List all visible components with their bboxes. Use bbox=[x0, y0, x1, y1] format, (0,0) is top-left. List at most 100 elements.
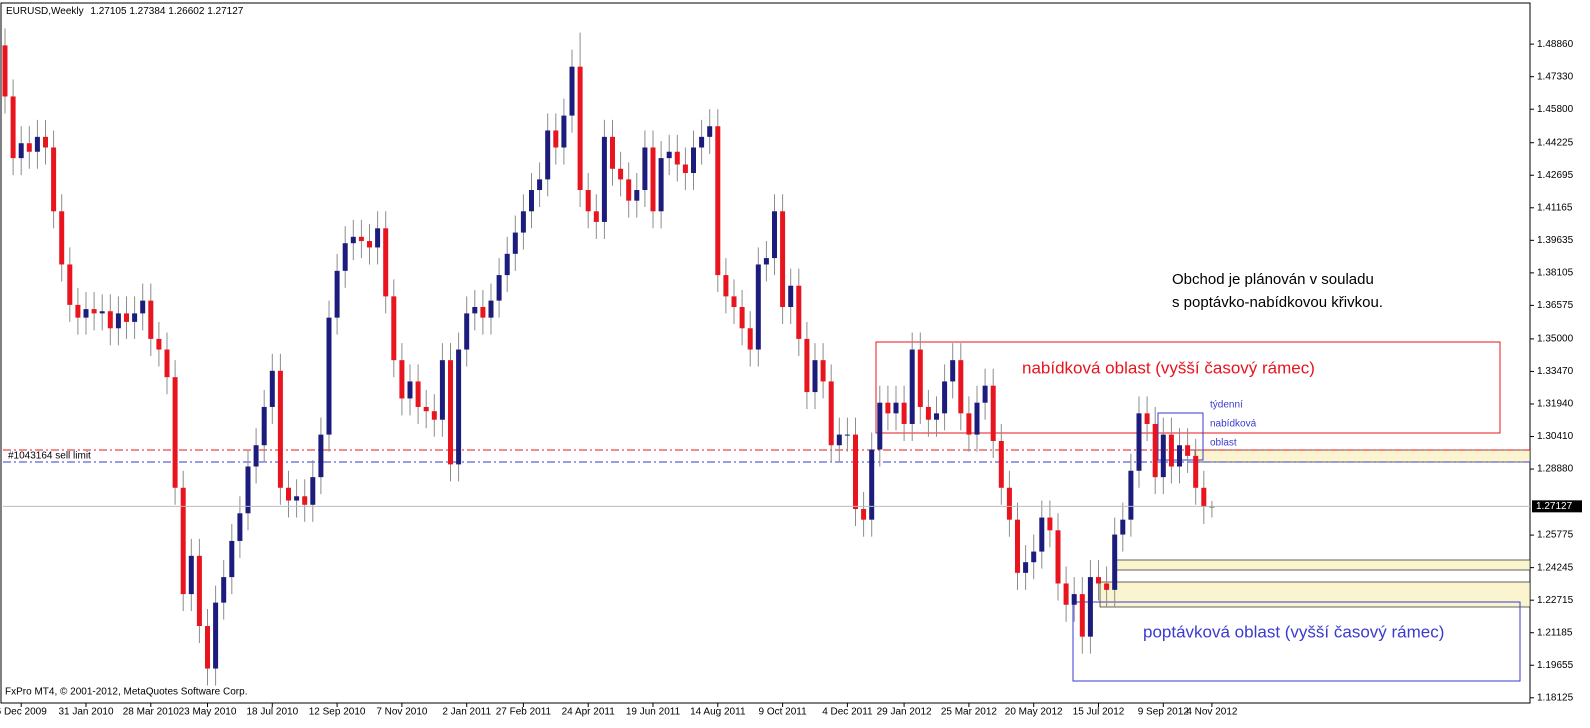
demand-zone-lower bbox=[1099, 581, 1531, 608]
demand-zone-label: poptávková oblast (vyšší časový rámec) bbox=[1143, 622, 1444, 641]
candle-body bbox=[1193, 455, 1199, 488]
candle-body bbox=[707, 126, 713, 137]
candle-body bbox=[415, 381, 421, 407]
candle-body bbox=[788, 285, 794, 307]
candle-body bbox=[553, 130, 559, 148]
x-tick-label: 23 May 2010 bbox=[179, 707, 237, 718]
x-tick-label: 4 Dec 2011 bbox=[822, 707, 873, 718]
candle-body bbox=[1201, 487, 1207, 507]
candle-body bbox=[577, 66, 583, 191]
candle-body bbox=[626, 179, 632, 201]
candle-body bbox=[75, 304, 81, 318]
candle-body bbox=[99, 311, 105, 314]
candle-body bbox=[496, 275, 502, 301]
candle-body bbox=[844, 434, 850, 436]
candle-body bbox=[763, 258, 769, 265]
candle-body bbox=[124, 313, 129, 322]
candle-body bbox=[1104, 583, 1110, 590]
candle-body bbox=[205, 626, 210, 669]
candle-body bbox=[367, 241, 372, 248]
candle-body bbox=[618, 168, 624, 180]
x-tick-label: 29 Jan 2012 bbox=[877, 707, 932, 718]
candle-body bbox=[156, 338, 162, 350]
candle-body bbox=[974, 402, 980, 435]
x-tick-label: 27 Feb 2011 bbox=[496, 707, 552, 718]
weekly-supply-zone bbox=[1194, 449, 1531, 463]
candle-body bbox=[674, 151, 680, 165]
x-tick-label: 9 Sep 2012 bbox=[1138, 707, 1190, 718]
candle-body bbox=[658, 158, 664, 212]
candle-body bbox=[253, 445, 259, 467]
candle-body bbox=[877, 402, 883, 450]
candle-body bbox=[682, 164, 688, 174]
candle-body bbox=[302, 496, 308, 505]
y-tick-label: 1.22715 bbox=[1537, 595, 1574, 606]
candle-body bbox=[739, 306, 745, 329]
y-tick-label: 1.44225 bbox=[1537, 137, 1574, 148]
candle-body bbox=[909, 349, 915, 424]
candle-body bbox=[723, 275, 729, 297]
candle-body bbox=[666, 151, 672, 159]
y-tick-label: 1.33470 bbox=[1537, 366, 1574, 377]
candle-body bbox=[812, 360, 818, 393]
candle-body bbox=[83, 309, 89, 318]
candle-body bbox=[261, 406, 267, 446]
candle-body bbox=[334, 270, 340, 318]
candle-body bbox=[213, 602, 219, 669]
y-tick-label: 1.19655 bbox=[1537, 660, 1574, 671]
candle-body bbox=[229, 540, 235, 578]
x-tick-label: 12 Sep 2010 bbox=[309, 707, 366, 718]
candle-body bbox=[893, 402, 899, 414]
candle-body bbox=[456, 349, 462, 465]
candle-body bbox=[1152, 423, 1158, 478]
candle-body bbox=[1144, 413, 1150, 424]
candle-body bbox=[917, 349, 923, 407]
candle-body bbox=[407, 381, 413, 399]
candle-body bbox=[350, 236, 356, 244]
candle-body bbox=[828, 381, 834, 446]
candle-body bbox=[1096, 577, 1101, 584]
candle-body bbox=[1071, 594, 1077, 605]
chart-header: EURUSD,Weekly 1.27105 1.27384 1.26602 1.… bbox=[6, 6, 244, 17]
candle-body bbox=[780, 211, 786, 307]
candle-body bbox=[383, 228, 389, 297]
candle-body bbox=[67, 264, 73, 305]
candle-body bbox=[1177, 445, 1182, 467]
candle-body bbox=[245, 466, 251, 514]
x-tick-label: 4 Nov 2012 bbox=[1186, 707, 1238, 718]
candle-body bbox=[861, 509, 867, 520]
x-tick-label: 9 Oct 2011 bbox=[759, 707, 808, 718]
price-tag-label: 1.27127 bbox=[1536, 501, 1573, 512]
candle-body bbox=[326, 317, 332, 435]
candle-body bbox=[480, 306, 486, 318]
candle-body bbox=[18, 143, 24, 159]
candle-body bbox=[950, 360, 956, 382]
candle-body bbox=[885, 402, 891, 414]
candle-body bbox=[642, 147, 648, 191]
candle-body bbox=[140, 300, 146, 314]
candle-body bbox=[310, 477, 316, 505]
candle-body bbox=[196, 555, 202, 627]
candle-body bbox=[942, 381, 948, 414]
y-tick-label: 1.18125 bbox=[1537, 692, 1574, 703]
candle-body bbox=[1015, 519, 1020, 573]
candle-body bbox=[966, 413, 972, 435]
candle-body bbox=[115, 313, 121, 329]
candle-body bbox=[545, 130, 551, 180]
candle-body bbox=[448, 360, 453, 465]
y-tick-label: 1.38105 bbox=[1537, 268, 1574, 279]
y-tick-label: 1.21185 bbox=[1537, 627, 1573, 638]
candle-body bbox=[91, 309, 97, 314]
candle-body bbox=[399, 360, 405, 399]
candle-body bbox=[934, 413, 939, 420]
candle-body bbox=[10, 96, 16, 159]
quote-close: 1.27127 bbox=[207, 6, 244, 17]
candle-body bbox=[164, 349, 170, 378]
x-tick-label: 2 Jan 2011 bbox=[442, 707, 491, 718]
weekly-zone-label: nabídková bbox=[1210, 419, 1257, 430]
candle-body bbox=[537, 179, 543, 191]
quote-open: 1.27105 bbox=[90, 6, 127, 17]
candle-body bbox=[512, 232, 518, 254]
candle-body bbox=[1055, 530, 1061, 584]
